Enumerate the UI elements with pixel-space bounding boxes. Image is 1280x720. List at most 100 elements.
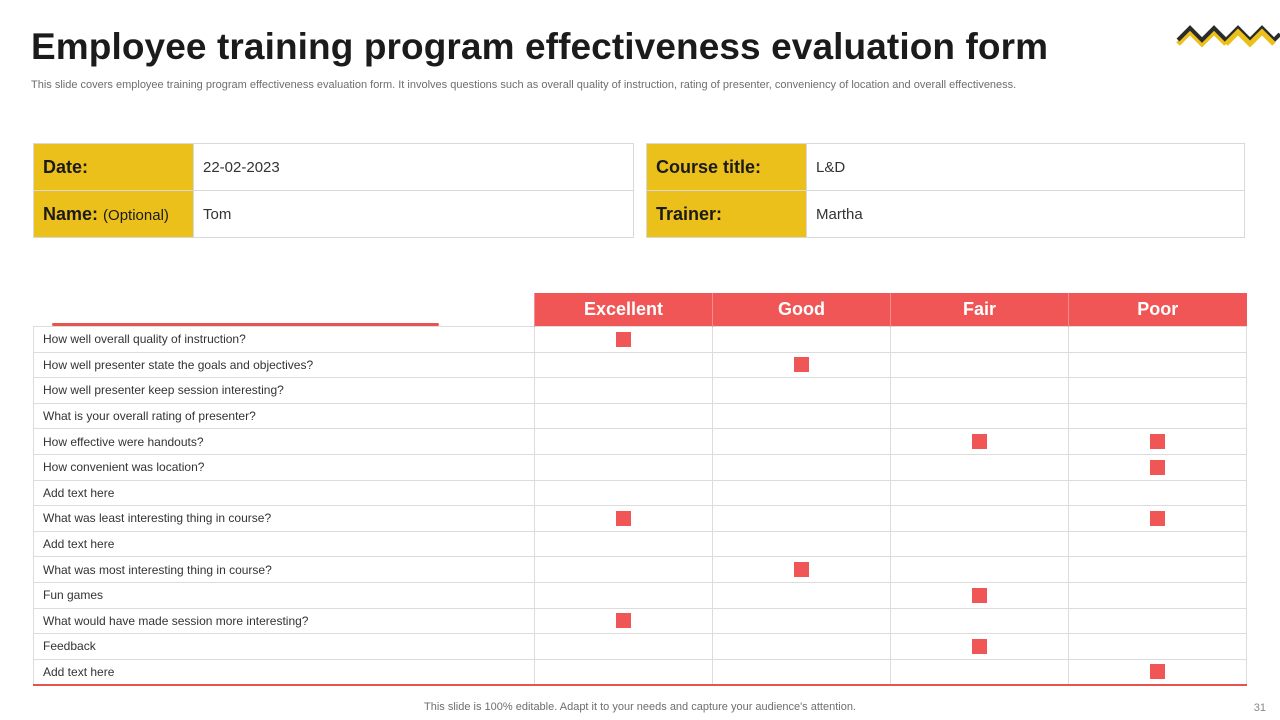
page-title: Employee training program effectiveness … [31, 26, 1049, 67]
rating-cell-good[interactable] [712, 658, 891, 686]
rating-cell-good[interactable] [712, 428, 891, 455]
rating-cell-good[interactable] [712, 530, 891, 558]
rating-cell-poor[interactable] [1068, 556, 1247, 583]
rating-cell-poor[interactable] [1068, 453, 1247, 481]
name-row: Name: (Optional) Tom [33, 190, 634, 238]
rating-cell-fair[interactable] [890, 505, 1069, 532]
rating-cell-excellent[interactable] [534, 377, 713, 404]
rating-mark-icon [972, 638, 987, 654]
question-cell: What was most interesting thing in cours… [33, 556, 535, 583]
rating-cell-fair[interactable] [890, 633, 1069, 660]
question-cell: How well overall quality of instruction? [33, 326, 535, 353]
rating-cell-good[interactable] [712, 607, 891, 635]
rating-cell-excellent[interactable] [534, 428, 713, 455]
course-title-value[interactable]: L&D [806, 143, 1245, 191]
table-row: What was least interesting thing in cour… [33, 505, 1247, 532]
accent-underline [52, 323, 439, 326]
rating-cell-poor[interactable] [1068, 428, 1247, 455]
rating-mark-icon [972, 433, 987, 449]
rating-cell-fair[interactable] [890, 479, 1069, 507]
rating-cell-excellent[interactable] [534, 556, 713, 583]
rating-cell-good[interactable] [712, 351, 891, 379]
rating-cell-good[interactable] [712, 505, 891, 532]
rating-cell-good[interactable] [712, 377, 891, 404]
course-title-label: Course title: [646, 143, 807, 191]
table-row: How well presenter state the goals and o… [33, 351, 1247, 379]
rating-cell-poor[interactable] [1068, 479, 1247, 507]
rating-cell-poor[interactable] [1068, 402, 1247, 430]
rating-cell-excellent[interactable] [534, 658, 713, 686]
rating-cell-excellent[interactable] [534, 633, 713, 660]
rating-cell-excellent[interactable] [534, 607, 713, 635]
rating-mark-icon [616, 331, 631, 347]
rating-cell-good[interactable] [712, 633, 891, 660]
rating-cell-poor[interactable] [1068, 607, 1247, 635]
table-row: Add text here [33, 479, 1247, 507]
info-table-right: Course title: L&D Trainer: Martha [646, 143, 1245, 238]
rating-cell-poor[interactable] [1068, 658, 1247, 686]
rating-cell-excellent[interactable] [534, 530, 713, 558]
rating-mark-icon [1150, 459, 1165, 475]
name-label-cell: Name: (Optional) [33, 190, 194, 238]
column-header-good: Good [712, 293, 891, 327]
table-row: How effective were handouts? [33, 428, 1247, 455]
name-optional-hint: (Optional) [103, 206, 169, 224]
rating-cell-excellent[interactable] [534, 505, 713, 532]
rating-cell-good[interactable] [712, 556, 891, 583]
question-cell: Add text here [33, 479, 535, 507]
rating-cell-excellent[interactable] [534, 326, 713, 353]
question-cell: What is your overall rating of presenter… [33, 402, 535, 430]
rating-cell-good[interactable] [712, 453, 891, 481]
rating-cell-fair[interactable] [890, 658, 1069, 686]
rating-cell-fair[interactable] [890, 607, 1069, 635]
rating-mark-icon [1150, 664, 1165, 680]
table-row: How well presenter keep session interest… [33, 377, 1247, 404]
rating-cell-fair[interactable] [890, 326, 1069, 353]
rating-cell-poor[interactable] [1068, 377, 1247, 404]
question-cell: How convenient was location? [33, 453, 535, 481]
name-value[interactable]: Tom [193, 190, 634, 238]
date-value[interactable]: 22-02-2023 [193, 143, 634, 191]
rating-cell-fair[interactable] [890, 530, 1069, 558]
rating-cell-good[interactable] [712, 402, 891, 430]
rating-cell-excellent[interactable] [534, 351, 713, 379]
table-row: Add text here [33, 658, 1247, 686]
rating-cell-good[interactable] [712, 479, 891, 507]
date-row: Date: 22-02-2023 [33, 143, 634, 191]
table-row: How convenient was location? [33, 453, 1247, 481]
rating-cell-poor[interactable] [1068, 633, 1247, 660]
rating-cell-poor[interactable] [1068, 326, 1247, 353]
rating-cell-fair[interactable] [890, 351, 1069, 379]
rating-cell-good[interactable] [712, 581, 891, 609]
rating-cell-fair[interactable] [890, 377, 1069, 404]
evaluation-body: How well overall quality of instruction?… [33, 326, 1247, 686]
rating-cell-fair[interactable] [890, 556, 1069, 583]
column-header-fair: Fair [890, 293, 1069, 327]
rating-cell-fair[interactable] [890, 428, 1069, 455]
date-label: Date: [33, 143, 194, 191]
rating-cell-excellent[interactable] [534, 453, 713, 481]
name-label: Name: [43, 203, 99, 224]
question-cell: Fun games [33, 581, 535, 609]
rating-mark-icon [616, 510, 631, 526]
rating-cell-poor[interactable] [1068, 581, 1247, 609]
rating-cell-poor[interactable] [1068, 351, 1247, 379]
rating-cell-fair[interactable] [890, 581, 1069, 609]
rating-cell-good[interactable] [712, 326, 891, 353]
rating-cell-excellent[interactable] [534, 581, 713, 609]
rating-cell-poor[interactable] [1068, 505, 1247, 532]
rating-cell-fair[interactable] [890, 402, 1069, 430]
table-row: What is your overall rating of presenter… [33, 402, 1247, 430]
column-header-excellent: Excellent [534, 293, 713, 327]
question-cell: How well presenter state the goals and o… [33, 351, 535, 379]
evaluation-header-row: Excellent Good Fair Poor [34, 293, 1247, 327]
info-table-left: Date: 22-02-2023 Name: (Optional) Tom [33, 143, 634, 238]
rating-cell-excellent[interactable] [534, 402, 713, 430]
rating-cell-fair[interactable] [890, 453, 1069, 481]
rating-cell-poor[interactable] [1068, 530, 1247, 558]
question-cell: How effective were handouts? [33, 428, 535, 455]
rating-mark-icon [794, 357, 809, 373]
evaluation-table: Excellent Good Fair Poor How well overal… [33, 293, 1247, 686]
rating-cell-excellent[interactable] [534, 479, 713, 507]
trainer-value[interactable]: Martha [806, 190, 1245, 238]
